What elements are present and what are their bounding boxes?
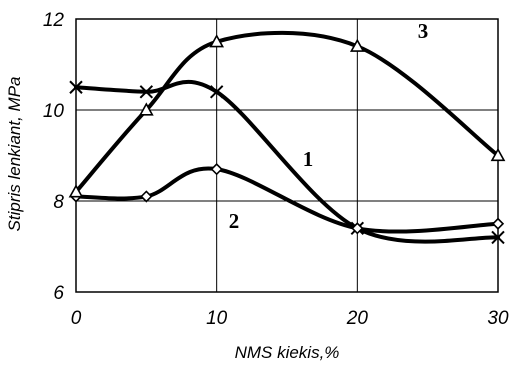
series-1-point-4 (491, 230, 505, 245)
series-1-point-1 (139, 85, 154, 99)
y-tick-label-2: 10 (43, 101, 65, 122)
plot-frame (75, 18, 499, 293)
series-3-line (74, 30, 500, 194)
series-3-point-4 (490, 147, 506, 162)
series-2-line (74, 166, 500, 234)
series-2-point-4 (491, 217, 505, 230)
x-tick-label-3: 30 (487, 308, 509, 329)
series-3-point-0 (68, 184, 84, 198)
series-2-point-3 (351, 222, 364, 235)
series-2-point-1 (140, 190, 153, 203)
y-axis-title: Stipris lenkiant, MPa (5, 77, 24, 232)
x-tick-label-1: 10 (206, 308, 228, 329)
series-label-1: 1 (303, 147, 314, 171)
series-3-point-2 (209, 34, 225, 48)
x-tick-label-0: 0 (71, 308, 82, 329)
y-tick-label-0: 6 (53, 283, 64, 304)
series-label-2: 2 (229, 209, 240, 233)
x-tick-label-2: 20 (346, 308, 369, 329)
x-axis-title: NMS kiekis,% (235, 343, 340, 362)
series-3-point-3 (349, 38, 365, 52)
series-1-point-2 (209, 85, 224, 99)
series-1-point-0 (69, 80, 83, 94)
series-lines (74, 30, 500, 244)
series-1-line (74, 79, 500, 244)
series-2-point-2 (210, 163, 223, 176)
grid (75, 18, 499, 293)
series-label-3: 3 (418, 19, 429, 43)
series-3-point-1 (138, 102, 154, 116)
series-markers (68, 34, 506, 245)
y-tick-label-1: 8 (53, 192, 64, 213)
y-tick-label-3: 12 (43, 10, 65, 31)
